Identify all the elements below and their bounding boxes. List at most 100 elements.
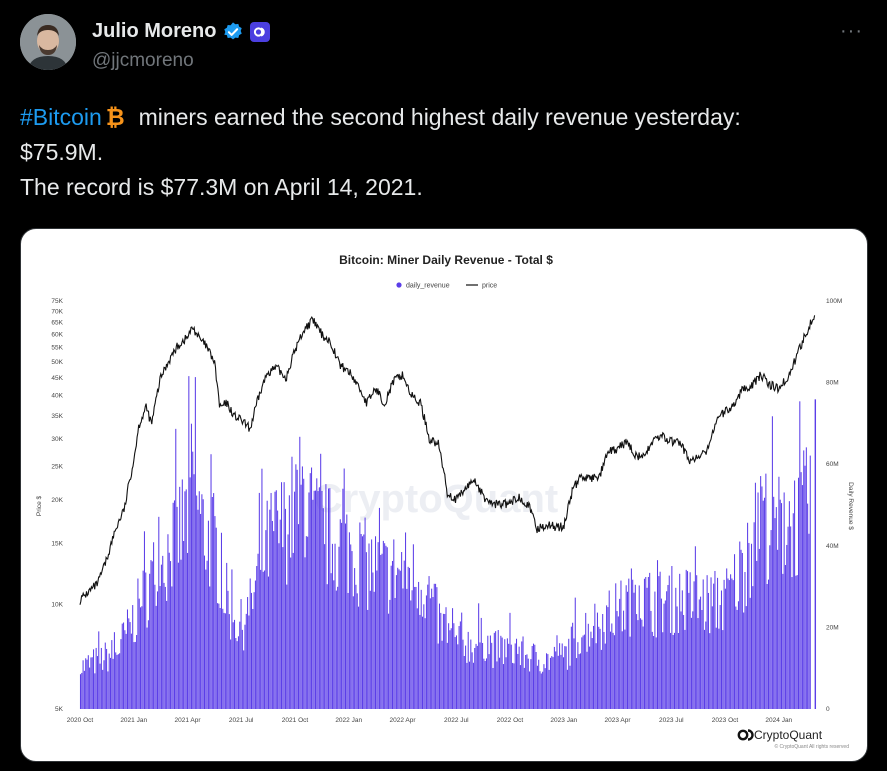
revenue-bar [222, 608, 224, 709]
revenue-bar [237, 636, 239, 709]
revenue-bar [394, 597, 396, 709]
revenue-bar [104, 642, 106, 709]
revenue-bar [435, 583, 437, 709]
revenue-bar [786, 544, 788, 709]
chart-image-card[interactable]: CryptoQuant Bitcoin: Miner Daily Revenue… [20, 228, 868, 762]
revenue-bar [505, 657, 507, 709]
revenue-bar [483, 658, 485, 709]
left-tick-label: 65K [51, 320, 63, 327]
revenue-bar [354, 568, 356, 709]
revenue-bar [530, 659, 532, 709]
revenue-bar [560, 654, 562, 709]
revenue-bar [493, 632, 495, 709]
more-options-icon[interactable]: ··· [840, 20, 863, 42]
left-tick-label: 25K [51, 464, 63, 471]
revenue-bar [531, 646, 533, 709]
revenue-bar [436, 587, 438, 709]
revenue-bar [213, 493, 215, 709]
revenue-bar [484, 660, 486, 709]
revenue-bar [595, 643, 597, 709]
revenue-bar [440, 612, 442, 709]
revenue-bar [138, 598, 140, 709]
revenue-bar [791, 577, 793, 709]
revenue-bar [667, 584, 669, 709]
revenue-bar [764, 497, 766, 709]
revenue-bar [284, 508, 286, 709]
revenue-bar [188, 376, 190, 709]
author-name[interactable]: Julio Moreno [92, 20, 217, 42]
revenue-bar [109, 657, 112, 709]
revenue-bar [111, 640, 113, 709]
revenue-bar [452, 608, 454, 709]
revenue-bar [462, 639, 464, 709]
revenue-bar [150, 560, 152, 709]
revenue-bar [325, 484, 327, 709]
revenue-bar [555, 651, 557, 709]
revenue-bar [606, 605, 608, 709]
revenue-bar [757, 492, 759, 709]
revenue-bar [386, 547, 388, 709]
revenue-bar [159, 586, 161, 709]
revenue-bar [581, 637, 583, 709]
revenue-bar [166, 600, 168, 709]
revenue-bar [232, 622, 234, 709]
right-tick-label: 0 [826, 706, 830, 713]
revenue-bar [380, 554, 382, 709]
revenue-bar [770, 530, 772, 709]
revenue-bar [461, 612, 463, 709]
revenue-bar [522, 636, 524, 709]
revenue-bar [482, 642, 484, 709]
revenue-bar [253, 592, 255, 709]
revenue-bar [706, 575, 708, 709]
revenue-bar [804, 465, 806, 709]
revenue-bar [415, 586, 417, 709]
revenue-bar [526, 654, 528, 709]
avatar[interactable] [20, 14, 76, 70]
revenue-bar [185, 489, 187, 709]
revenue-bar [450, 628, 452, 709]
revenue-bar [675, 587, 677, 709]
x-tick-label: 2023 Jan [550, 717, 577, 724]
revenue-bar [688, 592, 690, 709]
revenue-bar [410, 600, 412, 709]
revenue-bar [781, 503, 783, 709]
revenue-bar [142, 570, 144, 709]
author-handle[interactable]: @jjcmoreno [92, 50, 194, 71]
revenue-bar [197, 509, 199, 709]
revenue-bar [496, 661, 498, 709]
revenue-bar [378, 507, 380, 709]
revenue-bar [223, 612, 225, 709]
revenue-bar [264, 570, 266, 709]
revenue-bar [317, 491, 319, 709]
revenue-bar [419, 614, 421, 709]
left-tick-label: 60K [51, 332, 63, 339]
revenue-bar [728, 580, 730, 709]
revenue-bar [160, 564, 162, 709]
revenue-bar [527, 658, 529, 709]
revenue-bar [372, 572, 374, 709]
bitcoin-hashtag[interactable]: #Bitcoin [20, 104, 102, 130]
revenue-bar [338, 546, 340, 709]
revenue-bar [777, 549, 779, 709]
x-tick-label: 2023 Oct [712, 717, 739, 724]
affiliate-badge-icon[interactable] [250, 21, 271, 42]
revenue-bar [790, 526, 792, 709]
revenue-bar [247, 597, 249, 709]
revenue-bar [645, 577, 647, 709]
revenue-chart: CryptoQuant Bitcoin: Miner Daily Revenue… [36, 253, 854, 750]
revenue-bar [250, 592, 253, 709]
revenue-bar [235, 638, 237, 709]
revenue-bar [710, 577, 712, 709]
revenue-bar [155, 605, 157, 709]
revenue-bar [636, 614, 638, 709]
revenue-bar [96, 656, 98, 709]
revenue-bar [617, 616, 619, 709]
revenue-bar [107, 671, 109, 709]
revenue-bar [376, 570, 378, 709]
left-tick-label: 70K [51, 308, 63, 315]
revenue-bar [333, 580, 335, 709]
revenue-bar [666, 591, 668, 709]
revenue-bar [599, 628, 601, 709]
revenue-bar [749, 597, 751, 709]
revenue-bar [734, 554, 736, 709]
